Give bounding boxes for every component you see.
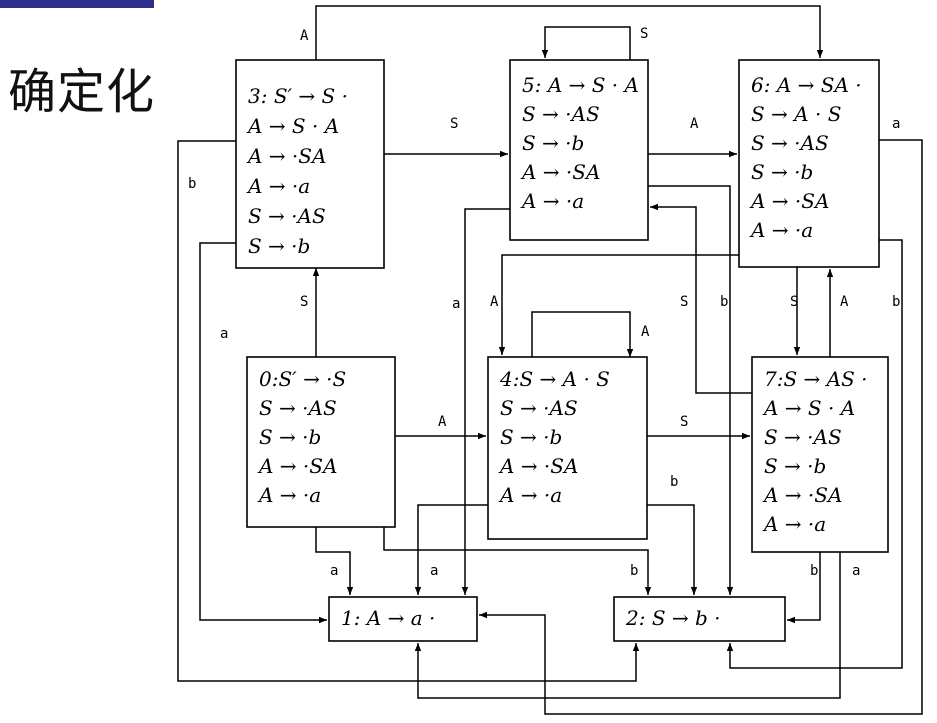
state-5-box bbox=[509, 59, 649, 241]
state-3-item: S → ·AS bbox=[248, 204, 326, 228]
edge-label-3-to-6: A bbox=[300, 28, 309, 44]
state-0: 0:S′ → ·S S → ·AS S → ·b A → ·SA A → ·a bbox=[246, 356, 396, 528]
edge-label-0-to-1: a bbox=[330, 563, 338, 579]
edge-label-7-to-1: a bbox=[852, 563, 860, 579]
state-5: 5: A → S · A S → ·AS S → ·b A → ·SA A → ·a bbox=[509, 59, 649, 241]
state-0-item: A → ·SA bbox=[257, 454, 337, 478]
state-3-item: A → ·a bbox=[246, 174, 310, 198]
edge-label-6-to-1: a bbox=[892, 116, 900, 132]
state-6-item: S → A · S bbox=[751, 102, 841, 126]
state-2-item: 2: S → b · bbox=[625, 606, 721, 630]
edge-label-7-to-6: A bbox=[840, 294, 849, 310]
state-0-item: S → ·AS bbox=[259, 396, 337, 420]
state-1: 1: A → a · bbox=[328, 596, 478, 642]
edge-label-5-to-5: S bbox=[640, 26, 648, 42]
state-5-item: 5: A → S · A bbox=[522, 73, 639, 97]
edge-6-to-2 bbox=[726, 239, 903, 669]
edge-6-to-1 bbox=[479, 139, 923, 715]
state-4: 4:S → A · S S → ·AS S → ·b A → ·SA A → ·a bbox=[487, 356, 648, 540]
edge-label-4-to-4: A bbox=[641, 324, 650, 340]
edge-label-0-to-4: A bbox=[438, 414, 447, 430]
edge-7-to-2 bbox=[787, 552, 821, 624]
edge-label-0-to-3: S bbox=[300, 294, 308, 310]
edge-label-5-to-1: a bbox=[452, 296, 460, 312]
edge-label-3-to-1: a bbox=[220, 326, 228, 342]
state-6-item: S → ·AS bbox=[751, 131, 829, 155]
edge-7-to-1 bbox=[414, 552, 841, 699]
state-6: 6: A → SA · S → A · S S → ·AS S → ·b A → ·SA… bbox=[738, 59, 880, 268]
state-7: 7:S → AS · A → S · A S → ·AS S → ·b A → ·SA A… bbox=[751, 356, 889, 553]
edge-label-6-to-2: b bbox=[892, 294, 900, 310]
state-0-item: 0:S′ → ·S bbox=[259, 367, 346, 391]
edge-label-5-to-6: A bbox=[690, 116, 699, 132]
state-7-item: S → ·AS bbox=[764, 425, 842, 449]
state-0-item: A → ·a bbox=[257, 483, 321, 507]
state-4-item: A → ·SA bbox=[498, 454, 578, 478]
edge-6-to-4 bbox=[498, 254, 739, 355]
state-7-box bbox=[751, 356, 889, 553]
state-6-item: S → ·b bbox=[751, 160, 813, 184]
state-4-box bbox=[487, 356, 648, 540]
state-boxes: 0:S′ → ·S S → ·AS S → ·b A → ·SA A → ·a 1: A … bbox=[235, 59, 889, 642]
edge-3-to-2 bbox=[177, 140, 640, 682]
state-2-box bbox=[613, 596, 786, 642]
transition-labels: S Aa b S Aa b A Sa b S Aa b S Aa b A Sa b bbox=[188, 26, 900, 579]
state-7-item: A → ·a bbox=[762, 512, 826, 536]
edge-label-0-to-2: b bbox=[630, 563, 638, 579]
edge-7-to-5 bbox=[650, 203, 752, 394]
edge-label-3-to-2: b bbox=[188, 176, 196, 192]
state-3-item: 3: S′ → S · bbox=[248, 84, 348, 108]
edge-5-to-5 bbox=[541, 26, 631, 60]
state-0-item: S → ·b bbox=[259, 425, 321, 449]
edge-5-to-2 bbox=[648, 185, 734, 595]
edge-label-5-to-2: b bbox=[720, 294, 728, 310]
state-7-item: 7:S → AS · bbox=[764, 367, 868, 391]
page-title: 确定化 bbox=[8, 64, 156, 120]
state-3-box bbox=[235, 59, 385, 269]
edge-label-3-to-5: S bbox=[450, 116, 458, 132]
state-4-item: S → ·b bbox=[500, 425, 562, 449]
state-6-item: A → ·a bbox=[749, 218, 813, 242]
edge-5-to-1 bbox=[461, 208, 510, 595]
state-1-box bbox=[328, 596, 478, 642]
state-5-item: S → ·AS bbox=[522, 102, 600, 126]
transition-edges bbox=[177, 5, 923, 715]
state-4-item: A → ·a bbox=[498, 483, 562, 507]
edge-label-6-to-7: S bbox=[790, 294, 798, 310]
edge-0-to-2 bbox=[383, 527, 652, 595]
state-6-item: A → ·SA bbox=[749, 189, 829, 213]
state-4-item: S → ·AS bbox=[500, 396, 578, 420]
state-3-item: A → S · A bbox=[246, 114, 339, 138]
state-3-item: A → ·SA bbox=[246, 144, 326, 168]
state-2: 2: S → b · bbox=[613, 596, 786, 642]
edge-4-to-2 bbox=[647, 504, 698, 595]
edge-label-4-to-1: a bbox=[430, 563, 438, 579]
edge-3-to-6 bbox=[315, 5, 824, 60]
edge-label-4-to-2: b bbox=[670, 474, 678, 490]
state-3: 3: S′ → S · A → S · A A → ·SA A → ·a S → ·AS… bbox=[235, 59, 385, 269]
state-3-item: S → ·b bbox=[248, 234, 310, 258]
state-5-item: A → ·SA bbox=[520, 160, 600, 184]
edge-3-to-1 bbox=[199, 242, 327, 624]
state-6-box bbox=[738, 59, 880, 268]
state-7-item: A → S · A bbox=[762, 396, 855, 420]
state-6-item: 6: A → SA · bbox=[751, 73, 862, 97]
state-1-item: 1: A → a · bbox=[341, 606, 435, 630]
state-7-item: S → ·b bbox=[764, 454, 826, 478]
edge-label-7-to-5: S bbox=[680, 294, 688, 310]
state-4-item: 4:S → A · S bbox=[499, 367, 610, 391]
state-5-item: A → ·a bbox=[520, 189, 584, 213]
edge-4-to-4 bbox=[531, 311, 634, 357]
edge-label-6-to-4: A bbox=[490, 294, 499, 310]
state-7-item: A → ·SA bbox=[762, 483, 842, 507]
edge-label-4-to-7: S bbox=[680, 414, 688, 430]
edge-label-7-to-2: b bbox=[810, 563, 818, 579]
state-0-box bbox=[246, 356, 396, 528]
title-accent-bar bbox=[0, 0, 154, 8]
state-5-item: S → ·b bbox=[522, 131, 584, 155]
edge-0-to-1 bbox=[315, 527, 354, 595]
